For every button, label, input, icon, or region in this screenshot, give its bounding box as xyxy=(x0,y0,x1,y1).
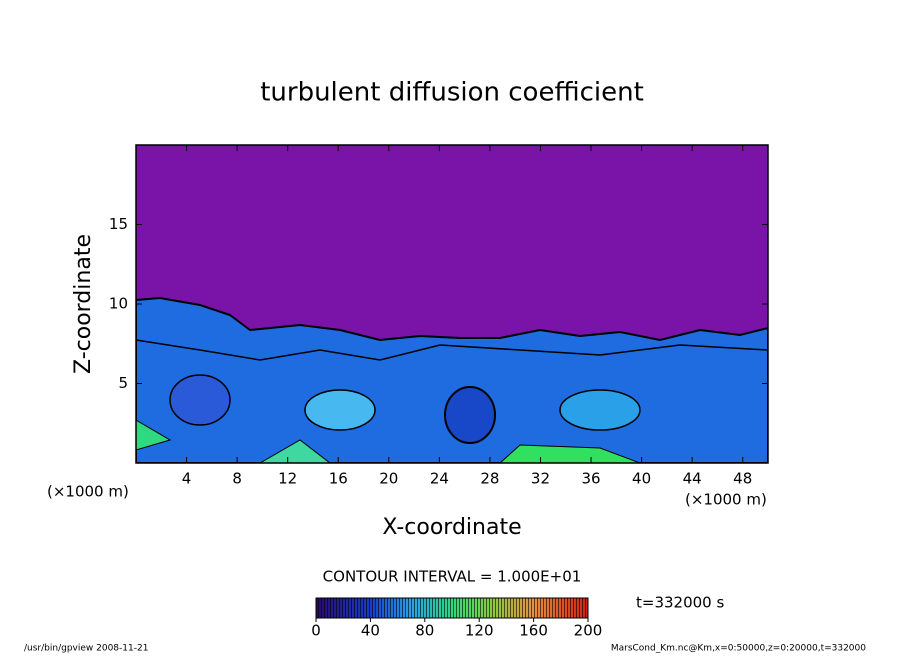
x-tick-label: 44 xyxy=(683,470,702,488)
x-label: X-coordinate xyxy=(382,515,521,540)
y-tick-label: 15 xyxy=(109,215,128,233)
y-tick-label: 10 xyxy=(109,295,128,313)
x-tick-label: 12 xyxy=(278,470,297,488)
x-tick-label: 20 xyxy=(379,470,398,488)
footer-left: /usr/bin/gpview 2008-11-21 xyxy=(24,644,148,654)
x-tick-label: 24 xyxy=(430,470,449,488)
chart-title: turbulent diffusion coefficient xyxy=(260,78,644,108)
x-tick-label: 32 xyxy=(531,470,550,488)
x-tick-label: 36 xyxy=(581,470,600,488)
y-tick-label: 5 xyxy=(118,374,128,392)
footer-right: MarsCond_Km.nc@Km,x=0:50000,z=0:20000,t=… xyxy=(611,644,866,654)
colorbar-tick-label: 80 xyxy=(415,622,434,640)
x-tick-label: 40 xyxy=(632,470,651,488)
colorbar-tick-label: 200 xyxy=(574,622,603,640)
x-tick-label: 16 xyxy=(329,470,348,488)
x-unit: (×1000 m) xyxy=(685,491,767,509)
contour-field xyxy=(136,145,768,463)
y-unit: (×1000 m) xyxy=(47,483,129,501)
colorbar-frame xyxy=(315,597,589,619)
x-tick-label: 48 xyxy=(733,470,752,488)
x-tick-label: 8 xyxy=(232,470,242,488)
x-tick-label: 4 xyxy=(182,470,192,488)
y-label: Z-coordinate xyxy=(71,234,96,374)
colorbar-tick-label: 160 xyxy=(519,622,548,640)
colorbar-tick-label: 40 xyxy=(361,622,380,640)
colorbar-tick-label: 120 xyxy=(465,622,494,640)
contour-interval: CONTOUR INTERVAL = 1.000E+01 xyxy=(323,568,582,586)
x-tick-label: 28 xyxy=(480,470,499,488)
time-label: t=332000 s xyxy=(636,594,724,612)
colorbar-tick-label: 0 xyxy=(311,622,321,640)
